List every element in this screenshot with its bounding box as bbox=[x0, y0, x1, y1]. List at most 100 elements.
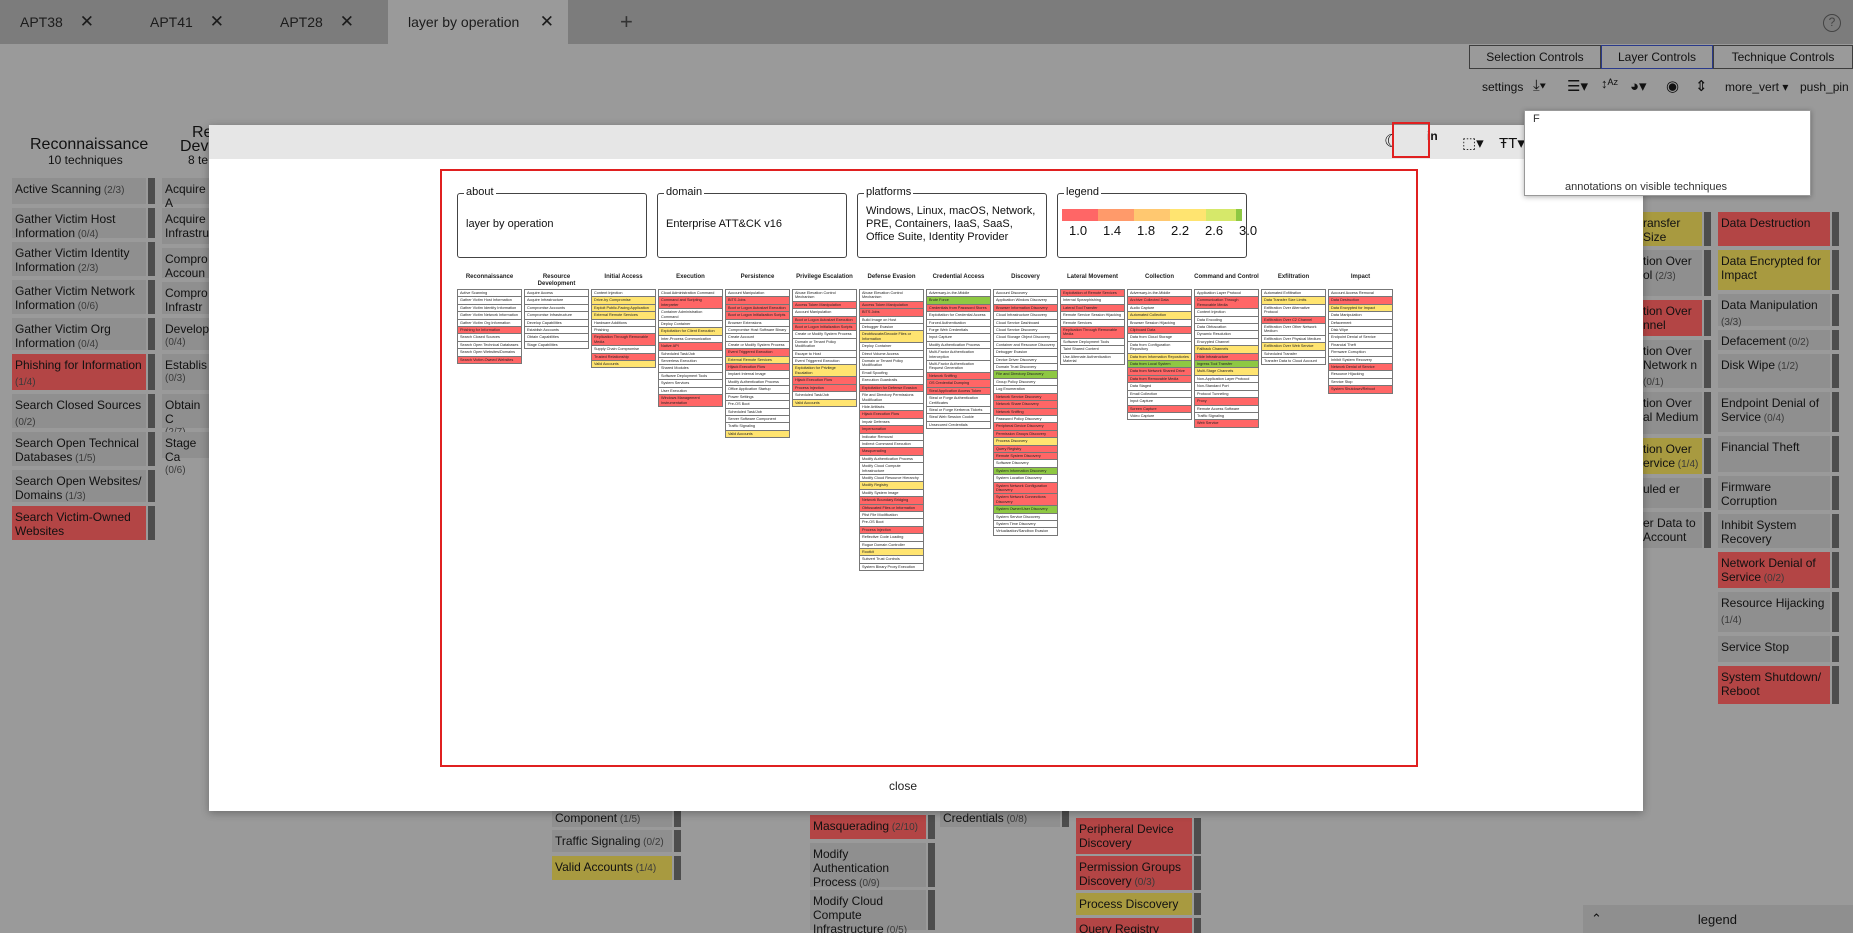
technique-cell[interactable]: er Data to Account bbox=[1640, 512, 1702, 548]
technique-cell[interactable]: Masquerading (2/10) bbox=[810, 815, 926, 839]
technique-cell[interactable]: tion Over al Medium bbox=[1640, 392, 1702, 434]
expand-handle[interactable] bbox=[1704, 300, 1711, 336]
close-icon[interactable]: ✕ bbox=[209, 12, 224, 31]
expand-handle[interactable] bbox=[1832, 552, 1839, 588]
technique-cell[interactable]: Modify Authentication Process (0/9) bbox=[810, 843, 926, 889]
close-button[interactable]: close bbox=[889, 779, 918, 793]
layer-controls-tab[interactable]: Layer Controls bbox=[1601, 45, 1713, 69]
expand-handle[interactable] bbox=[1704, 250, 1711, 296]
expand-handle[interactable] bbox=[1704, 340, 1711, 388]
expand-handle[interactable] bbox=[148, 178, 155, 204]
technique-cell[interactable]: Gather Victim Host Information (0/4) bbox=[12, 208, 146, 240]
expand-handle[interactable] bbox=[1194, 856, 1201, 890]
sort-icon[interactable]: ↕ᴬᶻ bbox=[1601, 76, 1619, 91]
expand-handle[interactable] bbox=[1704, 212, 1711, 246]
expand-handle[interactable] bbox=[1704, 392, 1711, 434]
technique-cell[interactable]: Gather Victim Network Information (0/6) bbox=[12, 280, 146, 314]
technique-cell[interactable]: Search Victim-Owned Websites bbox=[12, 506, 146, 540]
expand-handle[interactable] bbox=[1832, 250, 1839, 290]
technique-cell[interactable]: System Shutdown/ Reboot bbox=[1718, 666, 1830, 704]
expand-handle[interactable] bbox=[1194, 818, 1201, 854]
close-icon[interactable]: ✕ bbox=[339, 12, 354, 31]
expand-handle[interactable] bbox=[1832, 212, 1839, 246]
more-vert-button[interactable]: more_vert ▾ bbox=[1725, 80, 1789, 94]
technique-cell[interactable]: Stage Ca (0/6) bbox=[162, 432, 212, 476]
technique-cell[interactable]: Peripheral Device Discovery bbox=[1076, 818, 1192, 854]
expand-handle[interactable] bbox=[1704, 478, 1711, 508]
technique-cell[interactable]: Data Encrypted for Impact bbox=[1718, 250, 1830, 290]
technique-cell[interactable]: uled er bbox=[1640, 478, 1702, 508]
visibility-icon[interactable]: ◉ bbox=[1666, 78, 1680, 95]
inches-icon[interactable]: in bbox=[1427, 129, 1438, 143]
technique-cell[interactable]: Query Registry bbox=[1076, 918, 1192, 933]
expand-handle[interactable] bbox=[1832, 476, 1839, 510]
expand-handle[interactable] bbox=[928, 843, 935, 887]
technique-cell[interactable]: Gather Victim Identity Information (2/3) bbox=[12, 242, 146, 276]
technique-cell[interactable]: Component (1/5) bbox=[552, 807, 672, 827]
tab-apt28[interactable]: APT28 ✕ bbox=[260, 0, 368, 44]
expand-handle[interactable] bbox=[928, 890, 935, 930]
technique-cell[interactable]: Search Closed Sources (0/2) bbox=[12, 394, 146, 428]
technique-cell[interactable]: Modify Cloud Compute Infrastructure (0/5… bbox=[810, 890, 926, 933]
technique-controls-tab[interactable]: Technique Controls bbox=[1713, 45, 1853, 69]
technique-cell[interactable]: Acquire A bbox=[162, 178, 212, 210]
expand-icon[interactable]: ⇕ bbox=[1695, 78, 1708, 95]
expand-handle[interactable] bbox=[1832, 294, 1839, 326]
download-icon[interactable]: ⤓▾ bbox=[1533, 77, 1546, 94]
expand-handle[interactable] bbox=[1832, 392, 1839, 432]
technique-cell[interactable]: Disk Wipe (1/2) bbox=[1718, 354, 1830, 388]
expand-handle[interactable] bbox=[1194, 918, 1201, 933]
technique-cell[interactable]: tion Over ol (2/3) bbox=[1640, 250, 1702, 296]
expand-handle[interactable] bbox=[1704, 512, 1711, 548]
help-icon[interactable]: ? bbox=[1823, 14, 1841, 32]
expand-handle[interactable] bbox=[148, 208, 155, 238]
technique-cell[interactable]: Defacement (0/2) bbox=[1718, 330, 1830, 350]
text-size-icon[interactable]: ŦT▾ bbox=[1499, 135, 1525, 152]
expand-handle[interactable] bbox=[148, 242, 155, 276]
expand-handle[interactable] bbox=[1194, 893, 1201, 915]
technique-cell[interactable]: tion Over Network n (0/1) bbox=[1640, 340, 1702, 388]
expand-handle[interactable] bbox=[1832, 514, 1839, 548]
color-palette-icon[interactable]: ◕▾ bbox=[1630, 78, 1647, 95]
technique-cell[interactable]: Data Destruction bbox=[1718, 212, 1830, 246]
technique-cell[interactable]: Endpoint Denial of Service (0/4) bbox=[1718, 392, 1830, 432]
close-icon[interactable]: ✕ bbox=[79, 12, 94, 31]
expand-handle[interactable] bbox=[148, 394, 155, 428]
technique-cell[interactable]: Acquire Infrastru bbox=[162, 208, 212, 244]
technique-cell[interactable]: Develop (0/4) bbox=[162, 318, 212, 350]
selection-controls-tab[interactable]: Selection Controls bbox=[1469, 45, 1601, 69]
expand-handle[interactable] bbox=[148, 470, 155, 502]
filter-icon[interactable]: ☰▾ bbox=[1567, 78, 1588, 95]
expand-handle[interactable] bbox=[148, 318, 155, 350]
technique-cell[interactable]: Establis (0/3) bbox=[162, 354, 212, 390]
expand-handle[interactable] bbox=[674, 830, 681, 852]
image-size-icon[interactable]: ⬚▾ bbox=[1462, 135, 1484, 152]
technique-cell[interactable]: Compro Infrastr bbox=[162, 282, 212, 314]
technique-cell[interactable]: tion Over nnel bbox=[1640, 300, 1702, 336]
expand-handle[interactable] bbox=[148, 432, 155, 466]
expand-handle[interactable] bbox=[148, 280, 155, 314]
technique-cell[interactable]: Financial Theft bbox=[1718, 436, 1830, 472]
technique-cell[interactable]: Firmware Corruption bbox=[1718, 476, 1830, 510]
expand-handle[interactable] bbox=[1832, 666, 1839, 704]
technique-cell[interactable]: Valid Accounts (1/4) bbox=[552, 856, 672, 880]
expand-handle[interactable] bbox=[674, 856, 681, 880]
tab-apt41[interactable]: APT41 ✕ bbox=[130, 0, 238, 44]
legend-toggle[interactable]: ⌃ legend bbox=[1583, 905, 1853, 933]
tab-apt38[interactable]: APT38 ✕ bbox=[0, 0, 108, 44]
expand-handle[interactable] bbox=[1832, 436, 1839, 472]
technique-cell[interactable]: tion Over ervice (1/4) bbox=[1640, 438, 1702, 474]
technique-cell[interactable]: Inhibit System Recovery bbox=[1718, 514, 1830, 548]
technique-cell[interactable]: ransfer Size bbox=[1640, 212, 1702, 246]
technique-cell[interactable]: Search Open Technical Databases (1/5) bbox=[12, 432, 146, 466]
expand-handle[interactable] bbox=[148, 354, 155, 390]
technique-cell[interactable]: Obtain C(2/7) bbox=[162, 394, 212, 438]
expand-handle[interactable] bbox=[674, 807, 681, 827]
expand-handle[interactable] bbox=[1704, 438, 1711, 474]
expand-handle[interactable] bbox=[1832, 330, 1839, 350]
expand-handle[interactable] bbox=[928, 815, 935, 839]
new-tab-button[interactable]: + bbox=[600, 0, 640, 44]
technique-cell[interactable]: Compro Accoun bbox=[162, 248, 212, 280]
technique-cell[interactable]: Data Manipulation (3/3) bbox=[1718, 294, 1830, 328]
technique-cell[interactable]: Gather Victim Org Information (0/4) bbox=[12, 318, 146, 350]
